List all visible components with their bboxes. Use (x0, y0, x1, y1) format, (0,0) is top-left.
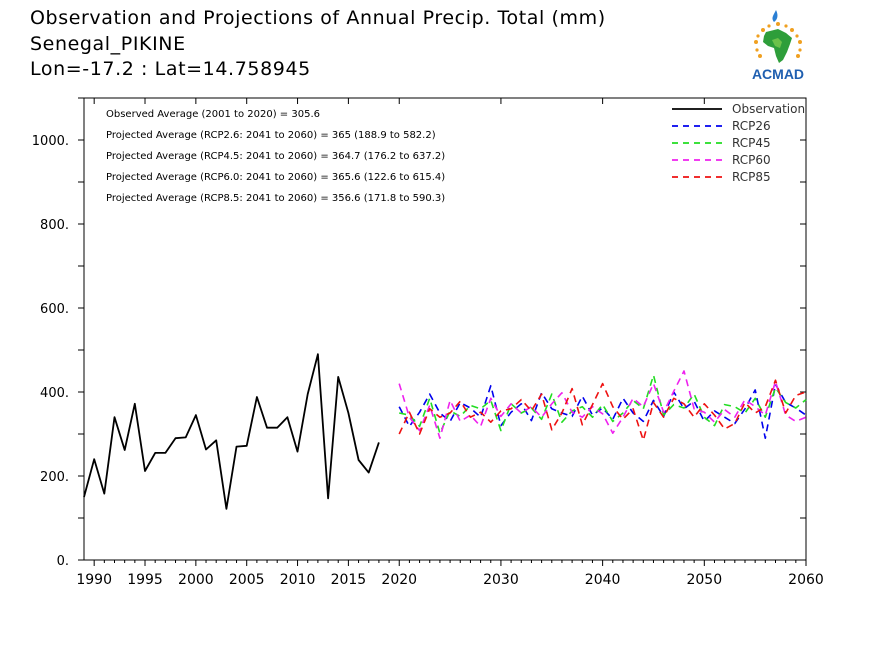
series-line-rcp60 (398, 370, 807, 440)
acmad-logo: ACMAD (738, 8, 818, 84)
y-tick-label: 200. (40, 470, 69, 485)
y-tick-label: 800. (40, 218, 69, 233)
x-tick-label: 2060 (788, 572, 824, 588)
plot-frame (83, 97, 807, 561)
y-tick-label: 0. (57, 554, 69, 569)
chart-plot-area (83, 353, 807, 510)
annotation-line: Projected Average (RCP6.0: 2041 to 2060)… (106, 172, 445, 183)
x-tick-label: 2010 (280, 572, 316, 588)
x-tick-label: 2000 (178, 572, 214, 588)
x-tick-label: 1995 (127, 572, 163, 588)
chart-axes: 1990 1995 2000 2005 2010 2015 2020 2030 2040 2050… (32, 97, 824, 588)
legend-label: RCP26 (732, 119, 771, 133)
annotation-line: Observed Average (2001 to 2020) = 305.6 (106, 109, 320, 120)
coordinates-label: Lon=-17.2 : Lat=14.758945 (30, 58, 311, 80)
series-line-observation (83, 353, 380, 510)
chart-legend: Observation RCP26 RCP45 RCP60 RCP85 (672, 102, 805, 184)
y-tick-label: 600. (40, 302, 69, 317)
x-tick-label: 2050 (686, 572, 722, 588)
y-tick-label: 1000. (32, 134, 69, 149)
annotation-line: Projected Average (RCP8.5: 2041 to 2060)… (106, 193, 445, 204)
x-tick-label: 1990 (76, 572, 112, 588)
africa-map-icon: ACMAD (752, 10, 804, 82)
legend-label: RCP45 (732, 136, 771, 150)
x-tick-label: 2040 (585, 572, 621, 588)
x-tick-label: 2005 (229, 572, 265, 588)
x-tick-label: 2015 (331, 572, 367, 588)
location-name: Senegal_PIKINE (30, 33, 186, 55)
legend-label: Observation (732, 102, 805, 116)
series-line-rcp45 (399, 374, 807, 435)
annotation-line: Projected Average (RCP2.6: 2041 to 2060)… (106, 130, 436, 141)
chart-title: Observation and Projections of Annual Pr… (30, 7, 606, 29)
legend-label: RCP60 (732, 153, 771, 167)
annotation-line: Projected Average (RCP4.5: 2041 to 2060)… (106, 151, 445, 162)
logo-text: ACMAD (752, 66, 804, 82)
series-line-rcp26 (398, 383, 807, 440)
chart-annotations: Observed Average (2001 to 2020) = 305.6 P… (106, 109, 445, 204)
series-line-rcp85 (398, 379, 807, 442)
x-tick-label: 2020 (381, 572, 417, 588)
y-tick-label: 400. (40, 386, 69, 401)
legend-label: RCP85 (732, 170, 771, 184)
x-tick-label: 2030 (483, 572, 519, 588)
